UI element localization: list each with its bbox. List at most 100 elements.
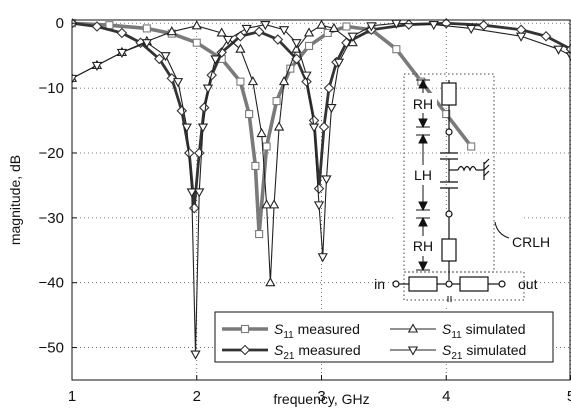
data-point-s21s — [190, 350, 201, 360]
data-point-s21s — [186, 188, 197, 198]
data-point-s21m — [198, 102, 210, 113]
data-point-s21m — [323, 82, 335, 94]
data-point-s21m — [216, 47, 227, 58]
data-point-s21s — [308, 123, 320, 133]
data-point-s21m — [253, 26, 265, 37]
in-label: in — [374, 276, 385, 292]
x-axis-label: frequency, GHz — [273, 391, 369, 407]
rh-bottom-inductor-box — [441, 238, 457, 262]
y-tick-label: −10 — [39, 80, 64, 97]
data-point-s21s — [91, 61, 103, 72]
data-point-s11s — [191, 20, 202, 30]
data-point-s21m — [478, 19, 489, 31]
y-tick-label: −30 — [39, 210, 64, 227]
data-point-s11m — [262, 142, 271, 151]
data-point-s21m — [540, 30, 552, 42]
data-point-s21m — [272, 34, 284, 45]
data-point-s21m — [166, 73, 178, 84]
data-point-s11m — [304, 41, 314, 50]
data-point-s11s — [216, 27, 227, 37]
data-point-s21s — [210, 55, 221, 65]
inset-background — [396, 214, 524, 306]
lh-label: LH — [414, 167, 432, 183]
data-point-s21s — [301, 71, 312, 81]
data-point-s11m — [442, 110, 451, 119]
data-point-s21m — [403, 19, 415, 30]
data-point-s11m — [105, 21, 114, 30]
inset-dotted-box-bottom — [403, 271, 525, 301]
data-point-s11s — [166, 26, 177, 36]
data-point-s21s — [291, 39, 302, 49]
data-point-s21s — [326, 104, 337, 114]
data-point-s21s — [141, 39, 152, 49]
data-point-s21m — [154, 53, 165, 65]
legend-label: S11 simulated — [442, 321, 526, 341]
data-point-s11m — [255, 230, 264, 239]
data-point-s11m — [251, 161, 260, 170]
circuit — [392, 80, 510, 302]
data-point-s11m — [245, 110, 254, 119]
data-point-s11s — [268, 199, 280, 209]
data-point-s11s — [316, 19, 327, 29]
legend-label: S21 simulated — [442, 342, 526, 362]
legend-swatch-marker — [407, 323, 419, 333]
data-point-s21s — [515, 32, 527, 42]
data-point-s11m — [142, 24, 151, 33]
data-point-s21s — [347, 32, 358, 42]
data-point-s21m — [318, 121, 330, 133]
y-tick-label: −50 — [39, 340, 64, 357]
series-s21s — [72, 19, 571, 360]
data-point-s21s — [553, 45, 564, 55]
out-box — [459, 276, 489, 292]
series-line-s11s — [72, 24, 354, 284]
data-point-s21m — [91, 21, 103, 32]
x-tick-label: 5 — [567, 388, 571, 405]
legend-swatch-marker — [407, 346, 419, 356]
series-line-s11m — [72, 21, 473, 236]
rh-top-label: RH — [413, 96, 433, 112]
x-tick-label: 4 — [442, 388, 450, 405]
data-point-s11s — [247, 75, 259, 86]
tick-labels: 1 2 3 4 5 0 −10 −20 −30 −40 −50 — [39, 15, 571, 405]
data-point-s21s — [222, 35, 234, 46]
data-point-s11m — [236, 77, 245, 86]
data-point-s11m — [323, 28, 332, 38]
data-point-s21m — [116, 27, 128, 39]
data-point-s11s — [273, 121, 285, 131]
data-point-s11m — [392, 45, 401, 54]
data-point-s21s — [321, 175, 332, 185]
data-point-s21s — [333, 58, 345, 68]
data-point-s21s — [260, 20, 271, 31]
legend-swatch-marker — [239, 344, 251, 356]
data-point-s11s — [347, 37, 358, 47]
data-point-s21s — [116, 48, 128, 59]
legend-entry-s11m: S11 measured — [222, 321, 360, 341]
data-point-s21m — [188, 202, 200, 214]
y-tick-label: −40 — [39, 275, 64, 292]
data-point-s21s — [317, 253, 328, 263]
y-axis-label: magnitude, dB — [7, 155, 23, 245]
data-point-s11s — [303, 27, 315, 37]
data-point-s21s — [172, 78, 184, 88]
x-tick-label: 2 — [193, 388, 201, 405]
rh-bottom-label: RH — [413, 238, 433, 254]
data-point-s11m — [467, 142, 476, 151]
y-tick-label: −20 — [39, 145, 64, 162]
data-point-s21s — [241, 24, 252, 35]
data-point-s21s — [181, 123, 192, 133]
data-point-s21s — [428, 20, 439, 31]
x-tick-label: 1 — [68, 388, 76, 405]
data-point-s11s — [256, 127, 267, 138]
out-label: out — [518, 276, 538, 292]
legend-swatch-marker — [240, 324, 250, 334]
y-tick-label: 0 — [56, 15, 64, 32]
series-s21m — [72, 17, 571, 214]
series-layer — [72, 17, 571, 360]
legend-entry-s21m: S21 measured — [222, 342, 361, 362]
crlh-schematic-inset: RH LH RH — [374, 73, 550, 306]
legend-label: S21 measured — [274, 342, 361, 362]
data-point-s11s — [235, 43, 246, 53]
data-point-s11s — [265, 277, 276, 287]
